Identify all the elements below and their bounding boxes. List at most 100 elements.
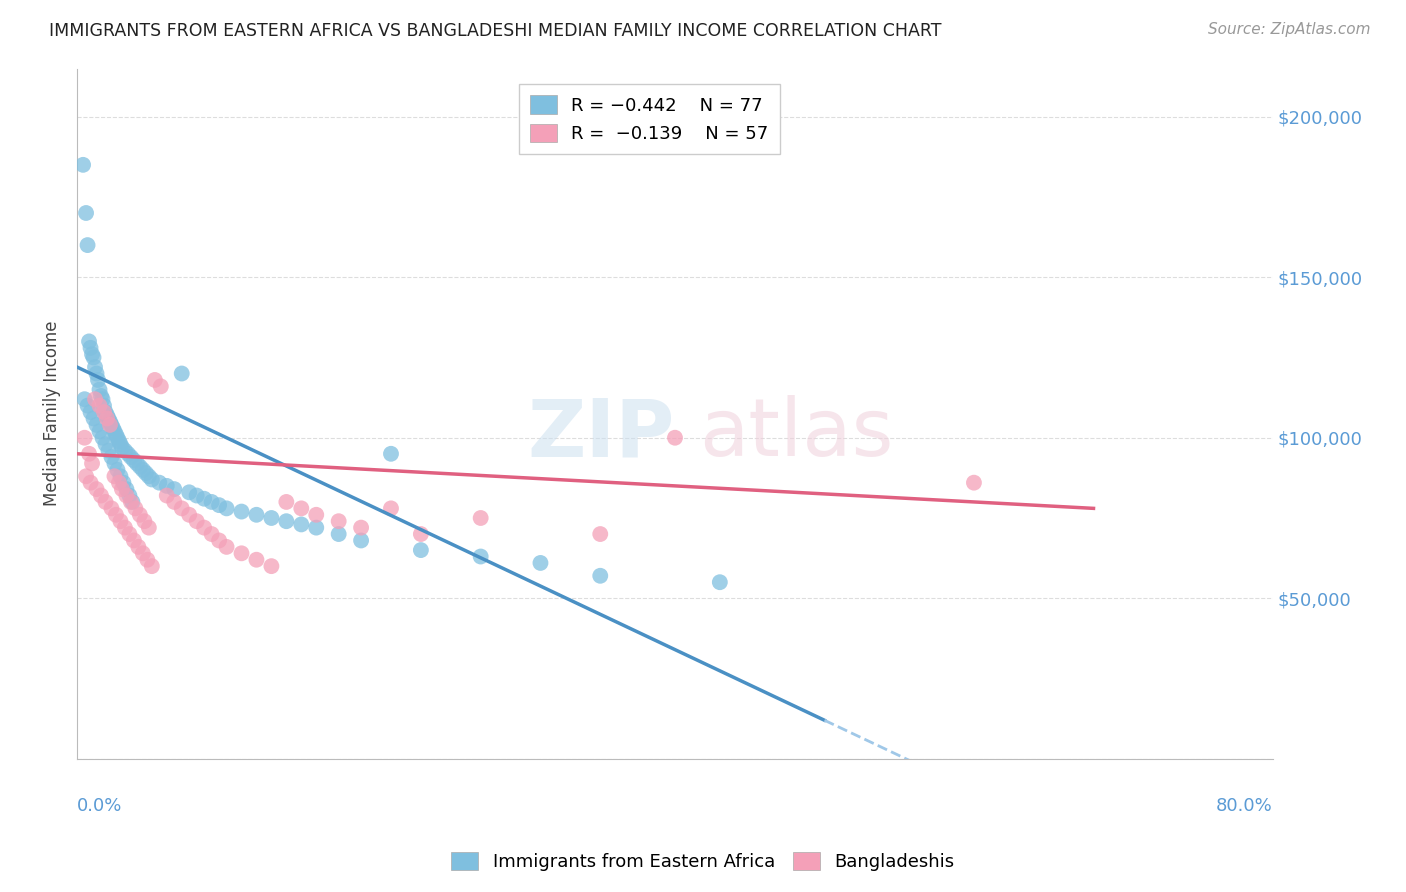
- Point: [963, 475, 986, 490]
- Point: [470, 511, 492, 525]
- Point: [94, 495, 117, 509]
- Point: [215, 501, 238, 516]
- Point: [93, 399, 115, 413]
- Point: [409, 527, 432, 541]
- Point: [193, 491, 215, 506]
- Point: [75, 469, 97, 483]
- Point: [98, 415, 121, 429]
- Point: [350, 521, 373, 535]
- Point: [104, 427, 127, 442]
- Point: [79, 341, 101, 355]
- Point: [128, 459, 150, 474]
- Point: [107, 463, 129, 477]
- Point: [149, 379, 172, 393]
- Point: [100, 501, 122, 516]
- Text: 80.0%: 80.0%: [1216, 797, 1272, 814]
- Point: [80, 347, 103, 361]
- Point: [163, 482, 186, 496]
- Point: [76, 399, 98, 413]
- Point: [77, 334, 100, 349]
- Point: [193, 521, 215, 535]
- Point: [79, 405, 101, 419]
- Point: [120, 450, 142, 464]
- Point: [127, 540, 149, 554]
- Point: [201, 495, 224, 509]
- Point: [163, 495, 186, 509]
- Point: [108, 434, 131, 448]
- Point: [709, 575, 731, 590]
- Point: [90, 489, 112, 503]
- Point: [96, 411, 118, 425]
- Point: [215, 540, 238, 554]
- Point: [112, 475, 135, 490]
- Point: [100, 450, 122, 464]
- Point: [101, 421, 124, 435]
- Point: [201, 527, 224, 541]
- Point: [90, 389, 112, 403]
- Point: [120, 495, 142, 509]
- Legend: Immigrants from Eastern Africa, Bangladeshis: Immigrants from Eastern Africa, Banglade…: [444, 845, 962, 879]
- Point: [380, 447, 402, 461]
- Point: [114, 521, 136, 535]
- Point: [143, 373, 166, 387]
- Point: [84, 360, 107, 375]
- Point: [134, 514, 156, 528]
- Point: [124, 501, 146, 516]
- Point: [118, 489, 141, 503]
- Point: [409, 543, 432, 558]
- Point: [589, 527, 612, 541]
- Point: [179, 485, 201, 500]
- Point: [89, 399, 111, 413]
- Point: [138, 469, 160, 483]
- Point: [73, 392, 96, 407]
- Point: [664, 431, 686, 445]
- Point: [93, 405, 115, 419]
- Point: [87, 373, 110, 387]
- Y-axis label: Median Family Income: Median Family Income: [44, 321, 60, 507]
- Point: [79, 475, 101, 490]
- Point: [122, 533, 145, 548]
- Point: [86, 417, 108, 432]
- Point: [170, 367, 193, 381]
- Point: [290, 501, 312, 516]
- Point: [89, 383, 111, 397]
- Point: [589, 568, 612, 582]
- Point: [107, 431, 129, 445]
- Point: [77, 447, 100, 461]
- Point: [97, 443, 120, 458]
- Point: [156, 479, 179, 493]
- Point: [179, 508, 201, 522]
- Point: [122, 453, 145, 467]
- Point: [305, 521, 328, 535]
- Point: [186, 514, 208, 528]
- Point: [80, 457, 103, 471]
- Point: [115, 482, 138, 496]
- Point: [100, 417, 122, 432]
- Point: [136, 553, 159, 567]
- Point: [86, 482, 108, 496]
- Point: [91, 431, 114, 445]
- Point: [75, 206, 97, 220]
- Point: [350, 533, 373, 548]
- Point: [84, 392, 107, 407]
- Point: [208, 498, 231, 512]
- Point: [470, 549, 492, 564]
- Point: [121, 495, 143, 509]
- Point: [135, 466, 157, 480]
- Point: [305, 508, 328, 522]
- Point: [103, 425, 125, 439]
- Point: [276, 495, 298, 509]
- Point: [380, 501, 402, 516]
- Point: [118, 527, 141, 541]
- Point: [231, 505, 253, 519]
- Point: [290, 517, 312, 532]
- Point: [73, 431, 96, 445]
- Point: [72, 158, 94, 172]
- Point: [76, 238, 98, 252]
- Legend: R = −0.442    N = 77, R =  −0.139    N = 57: R = −0.442 N = 77, R = −0.139 N = 57: [519, 85, 779, 153]
- Point: [89, 425, 111, 439]
- Point: [91, 392, 114, 407]
- Point: [148, 475, 170, 490]
- Point: [110, 437, 132, 451]
- Point: [83, 411, 105, 425]
